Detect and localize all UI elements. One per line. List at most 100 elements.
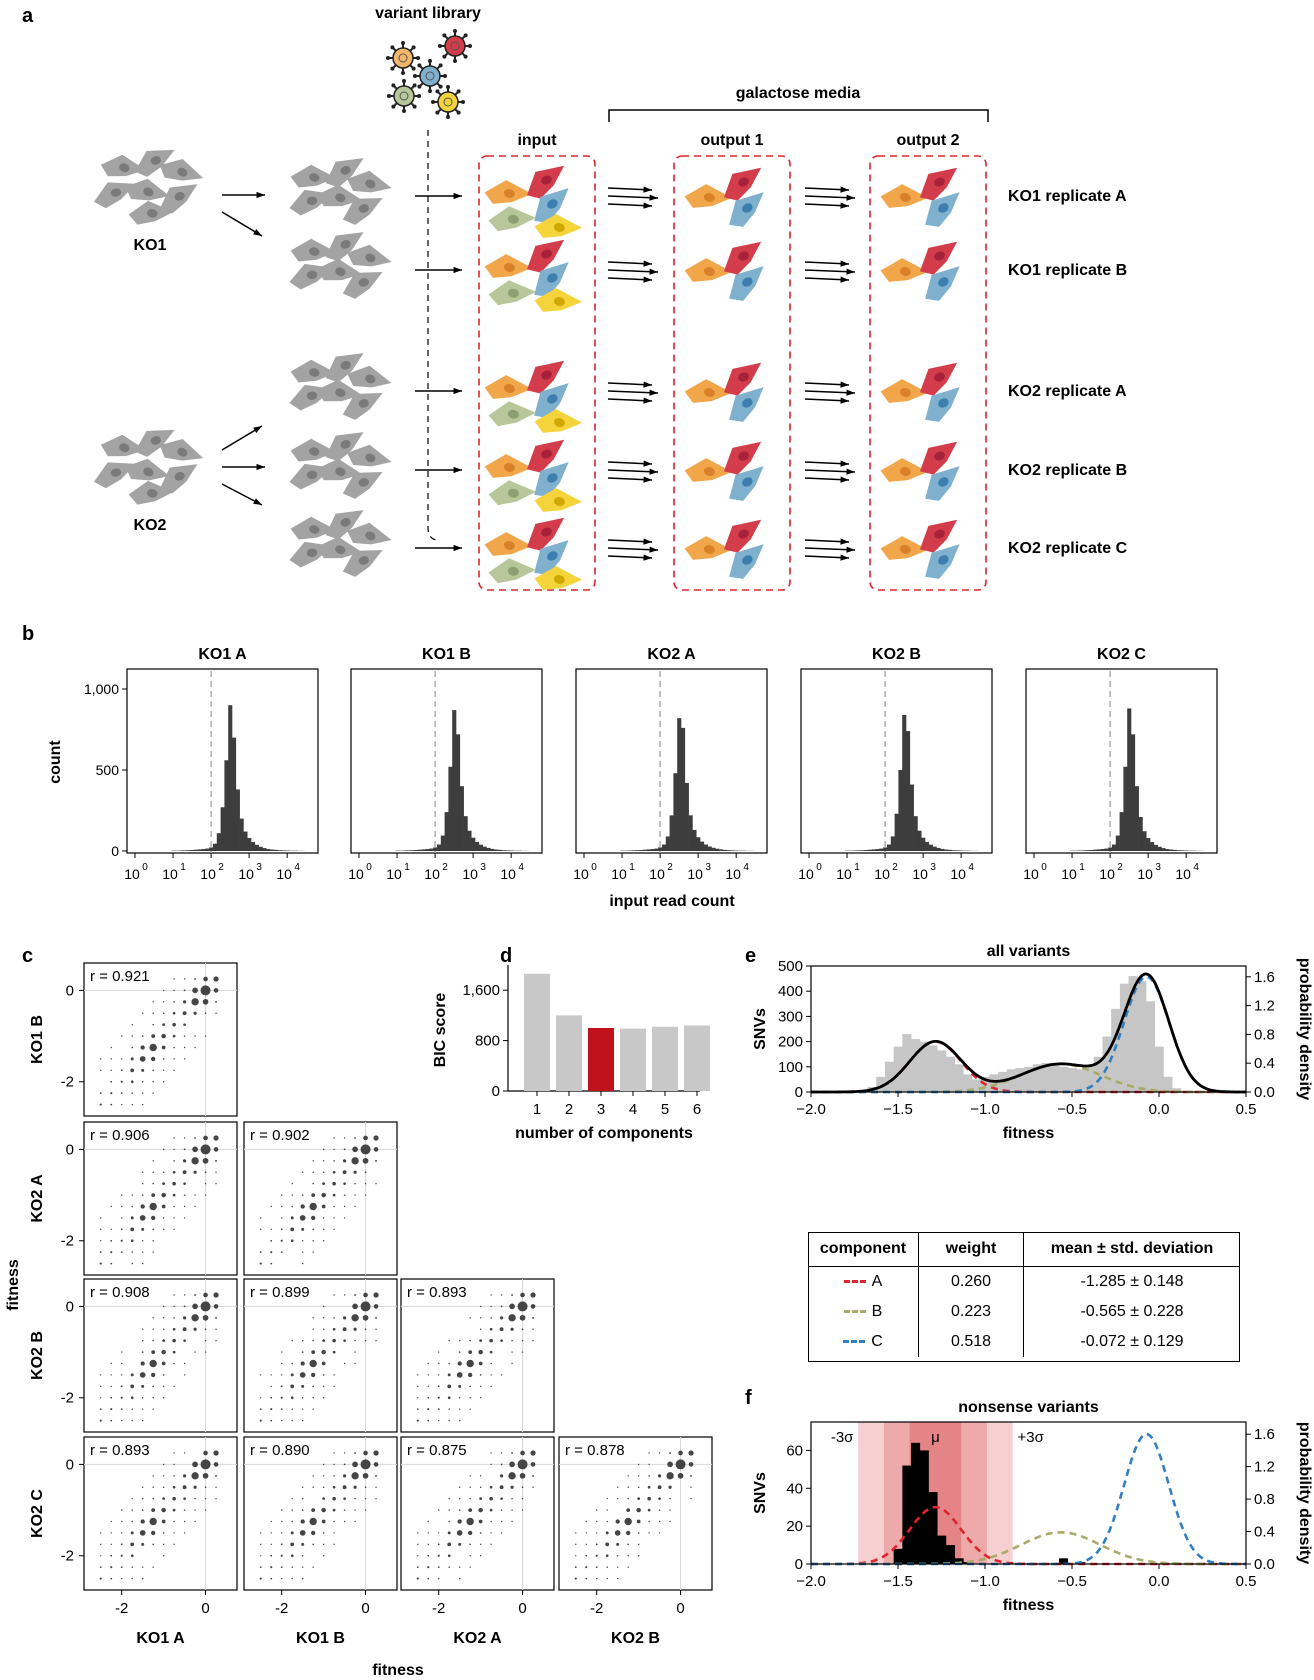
scatter-point [437,1543,440,1546]
mixture-curve [811,972,1246,1094]
y2-tick-label: 1.6 [1254,1426,1275,1443]
scatter-point [280,1566,283,1569]
histogram-bar [928,1492,938,1564]
virus-icon [386,41,420,75]
col-label: KO2 A [453,1630,502,1647]
cell-nucleus [738,451,749,461]
cell-nucleus [938,555,949,565]
scatter-point [312,1182,314,1185]
y2-tick-label: 0.8 [1254,1026,1275,1043]
x-tick-label: 0 [361,1600,369,1617]
cell-nucleus [703,467,715,476]
scatter-point [139,1530,146,1536]
scatter-point [447,1384,452,1389]
cell-nucleus [150,156,161,165]
cell-nucleus [143,187,154,197]
scatter-point [200,1144,211,1155]
scatter-point [172,1170,176,1174]
histogram-bar [505,850,510,851]
arrow-head [840,202,849,209]
scatter-point [666,1472,674,1480]
scatter-point [260,1374,262,1376]
histogram-bar [478,844,483,851]
scatter-point [575,1543,577,1546]
virus-spike-tip [401,71,405,75]
scatter-point [130,1216,134,1220]
scatter-point [333,1217,335,1219]
scatter-point [574,1577,577,1580]
scatter-point [281,1217,283,1219]
cell-icon [347,444,392,467]
scatter-point [468,1350,473,1354]
scatter-point [120,1092,123,1095]
x-tick-label: 10 [836,866,852,882]
scatter-point [131,1194,133,1196]
scatter-point [333,1317,335,1319]
histogram-bar [971,1079,982,1092]
scatter-point [300,1204,305,1209]
scatter-point [458,1497,461,1500]
histogram-bar [893,1548,903,1564]
histogram-bar [1006,1069,1016,1092]
histogram-bar [1058,1066,1069,1092]
scatter-point [270,1577,273,1580]
cell-nucleus [340,439,351,449]
scatter-point [173,1475,175,1477]
histogram-bar [490,848,495,851]
plot-frame [243,1436,398,1591]
histogram-bar [429,848,434,851]
scatter-point [152,1328,154,1330]
cell-nucleus [938,203,949,213]
scatter-point [647,1485,651,1489]
cell-icon [729,544,764,579]
scatter-point [375,1339,377,1342]
plot-frame [83,1278,238,1433]
scatter-point [596,1509,598,1511]
panel-label: b [22,623,34,645]
scatter-point [130,1068,135,1073]
arrow-head [840,538,849,545]
scatter-point [141,1339,144,1342]
scatter-point [427,1362,429,1365]
x-tick-label: −1.0 [970,1101,1000,1118]
scatter-point [141,1103,144,1106]
scatter-point [343,1217,346,1219]
x-tick-label: -2 [432,1600,445,1617]
scatter-point [215,1182,217,1185]
scatter-point [688,1450,694,1456]
scatter-point [172,1350,176,1354]
cell-icon [880,379,929,403]
cell-nucleus [306,196,318,205]
scatter-point [141,1577,144,1580]
histogram-bar [917,830,922,851]
scatter-point [458,1542,462,1546]
histogram-bar [1150,842,1155,851]
scatter-point [162,1339,166,1343]
scatter-point [130,1239,134,1243]
scatter-point [457,1361,462,1366]
scatter-point [532,1328,534,1330]
scatter-point [416,1566,419,1569]
scatter-point [183,1294,186,1296]
virus-spike-tip [453,59,457,63]
stage-box [478,155,596,591]
scatter-point [321,1519,326,1524]
scatter-point [332,1496,336,1501]
arrow-head [453,544,462,552]
cell-nucleus [340,517,351,527]
scatter-point [173,1001,175,1003]
scatter-point [191,1157,199,1165]
scatter-point [595,1543,598,1546]
scatter-point [322,1305,325,1308]
x-axis-label: fitness [1003,1125,1055,1142]
x-tick-label: 0 [518,1600,526,1617]
scatter-point [438,1577,440,1580]
scatter-point [183,1452,186,1454]
scatter-point [585,1520,587,1523]
scatter-point [162,1317,165,1319]
scatter-point [438,1362,440,1365]
cell-nucleus [553,575,565,584]
scatter-point [141,1182,144,1185]
cell-nucleus [335,545,346,555]
y-axis-label: count [47,740,64,784]
